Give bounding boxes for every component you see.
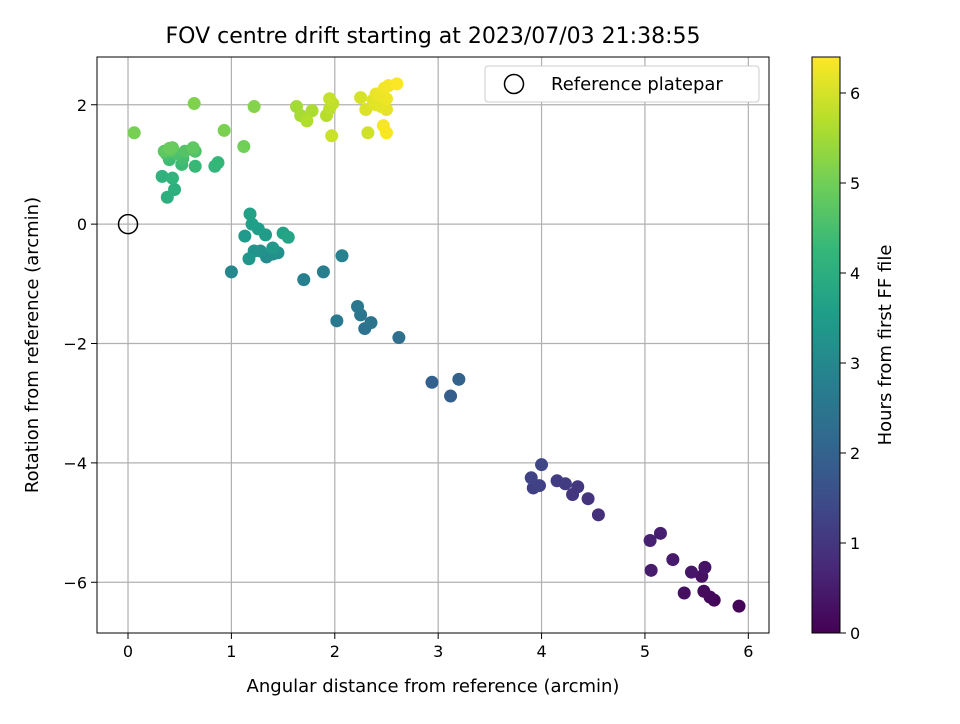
data-point — [666, 553, 680, 567]
grid-lines — [97, 57, 769, 633]
y-tick-label: 0 — [77, 215, 87, 234]
data-point — [550, 474, 564, 488]
colorbar-label: Hours from first FF file — [875, 245, 896, 446]
y-tick-label: −2 — [63, 335, 87, 354]
data-point — [571, 480, 585, 494]
legend-box — [484, 65, 760, 103]
colorbar-ticks: 0 1 2 3 4 5 6 — [840, 84, 860, 643]
colorbar-tick-label: 4 — [850, 264, 860, 283]
colorbar-gradient — [812, 57, 840, 633]
data-point — [379, 92, 393, 106]
data-point — [316, 265, 330, 279]
data-points — [127, 77, 746, 613]
data-point — [247, 100, 261, 114]
colorbar-tick-label: 3 — [850, 354, 860, 373]
colorbar-tick-label: 1 — [850, 534, 860, 553]
data-point — [444, 389, 458, 403]
data-point — [581, 492, 595, 506]
x-axis-ticks: 0 1 2 3 4 5 6 — [123, 633, 753, 661]
data-point — [677, 586, 691, 600]
reference-platepar-marker — [117, 213, 139, 235]
data-point — [323, 92, 337, 106]
data-point — [155, 169, 169, 183]
data-point — [351, 300, 365, 314]
data-point — [697, 584, 711, 598]
data-point — [165, 171, 179, 185]
data-point — [217, 123, 231, 137]
reference-marker-layer — [117, 213, 139, 235]
data-point — [297, 273, 311, 287]
data-point — [643, 533, 657, 547]
data-point — [354, 91, 368, 105]
x-tick-label: 3 — [433, 642, 443, 661]
data-point — [243, 207, 257, 221]
data-point — [305, 104, 319, 118]
data-point — [644, 563, 658, 577]
plot-frame — [96, 56, 770, 634]
data-point — [266, 241, 280, 255]
data-point — [335, 249, 349, 263]
data-point — [281, 230, 295, 244]
data-point — [359, 103, 373, 117]
data-point — [390, 77, 404, 91]
data-point — [245, 217, 259, 231]
data-point — [364, 316, 378, 330]
x-tick-label: 1 — [226, 642, 236, 661]
data-point — [684, 565, 698, 579]
data-point — [330, 314, 344, 328]
data-point — [238, 229, 252, 243]
x-tick-label: 0 — [123, 642, 133, 661]
data-point — [162, 141, 176, 155]
data-point — [186, 141, 200, 155]
data-point — [379, 103, 393, 117]
data-point — [392, 331, 406, 345]
data-point — [591, 508, 605, 522]
data-point — [532, 479, 546, 493]
data-point — [379, 126, 393, 140]
y-tick-label: −6 — [63, 573, 87, 592]
legend: Reference platepar — [484, 65, 760, 103]
data-point — [425, 375, 439, 389]
x-tick-label: 5 — [640, 642, 650, 661]
data-point — [698, 560, 712, 574]
colorbar-frame — [811, 56, 841, 634]
colorbar-tick-label: 2 — [850, 444, 860, 463]
data-point — [452, 372, 466, 386]
x-tick-label: 4 — [536, 642, 546, 661]
data-point — [242, 252, 256, 266]
data-point — [732, 599, 746, 613]
x-tick-label: 2 — [330, 642, 340, 661]
data-point — [187, 97, 201, 111]
data-point — [211, 156, 225, 170]
data-point — [237, 140, 251, 154]
chart-title: FOV centre drift starting at 2023/07/03 … — [166, 24, 701, 49]
data-point — [325, 129, 339, 143]
legend-entry-label: Reference platepar — [551, 74, 723, 95]
legend-marker-icon — [503, 73, 525, 95]
data-point — [535, 458, 549, 472]
y-tick-label: 2 — [77, 96, 87, 115]
x-axis-label: Angular distance from reference (arcmin) — [247, 676, 620, 697]
colorbar-tick-label: 0 — [850, 624, 860, 643]
x-tick-label: 6 — [743, 642, 753, 661]
data-point — [361, 126, 375, 140]
data-point — [168, 183, 182, 197]
y-tick-label: −4 — [63, 454, 87, 473]
colorbar-tick-label: 6 — [850, 84, 860, 103]
data-point — [224, 265, 238, 279]
colorbar: 0 1 2 3 4 5 6 Hours from first FF file — [811, 56, 896, 643]
y-axis-label: Rotation from reference (arcmin) — [22, 197, 43, 493]
colorbar-tick-label: 5 — [850, 174, 860, 193]
data-point — [300, 114, 314, 128]
data-point — [524, 471, 538, 485]
data-point — [653, 526, 667, 540]
y-axis-ticks: 2 0 −2 −4 −6 — [63, 96, 97, 592]
data-point — [188, 159, 202, 173]
data-point — [127, 126, 141, 140]
